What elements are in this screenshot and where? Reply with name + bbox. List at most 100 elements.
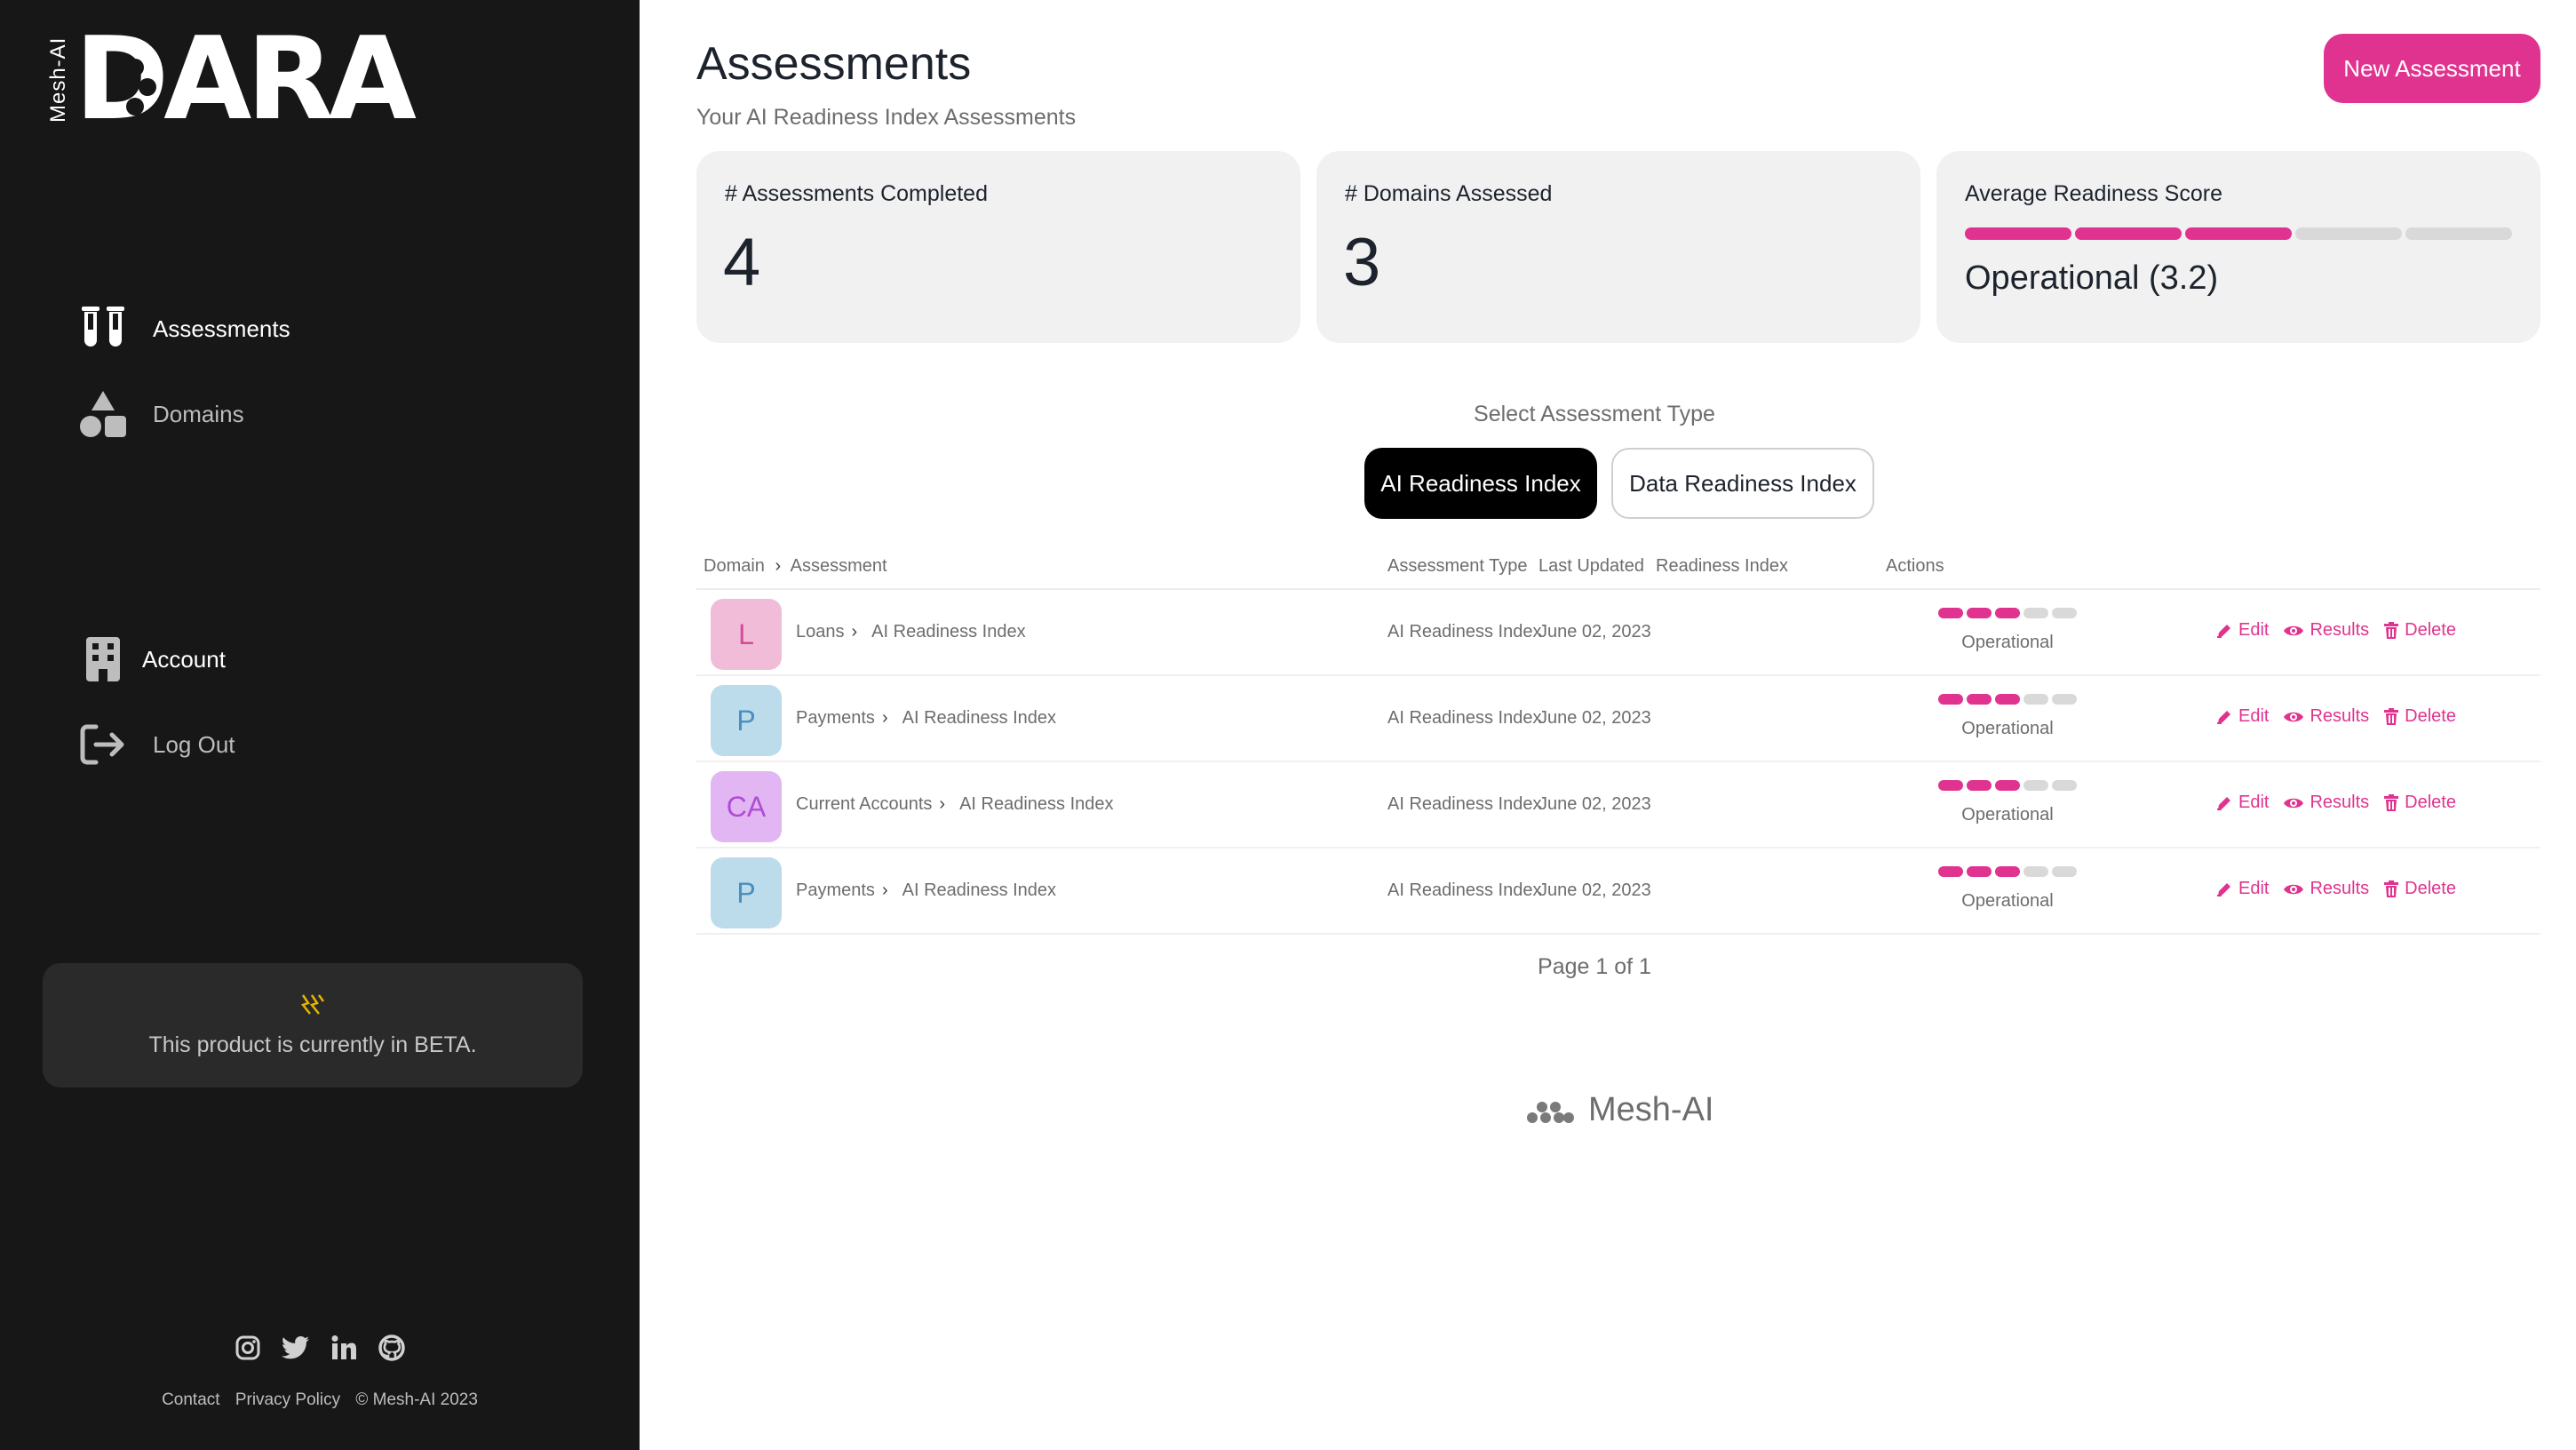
building-icon: [78, 634, 128, 684]
logo-wordmark-text: DARA: [75, 13, 417, 146]
pencil-icon: [2217, 882, 2230, 896]
page-title: Assessments: [696, 38, 972, 90]
results-button[interactable]: Results: [2283, 793, 2369, 813]
stat-value: Operational (3.2): [1965, 259, 2219, 297]
delete-label: Delete: [2405, 879, 2456, 898]
domain-name: Current Accounts: [796, 794, 933, 814]
beta-text: This product is currently in BETA.: [148, 1032, 477, 1057]
readiness-segment: [1967, 694, 1992, 705]
assessment-name: AI Readiness Index: [902, 880, 1057, 900]
domain-assessment-breadcrumb[interactable]: Payments › AI Readiness Index: [796, 880, 1056, 901]
delete-button[interactable]: Delete: [2383, 793, 2456, 813]
eye-icon: [2284, 798, 2304, 808]
readiness-bar: [1928, 866, 2087, 877]
score-segment: [2075, 227, 2182, 240]
readiness-segment: [2023, 866, 2048, 877]
readiness-segment: [1938, 694, 1963, 705]
readiness-segment: [1995, 780, 2020, 791]
readiness-bar: [1928, 694, 2087, 705]
stat-value: 4: [723, 225, 761, 300]
readiness-segment: [1967, 780, 1992, 791]
results-button[interactable]: Results: [2283, 879, 2369, 899]
new-assessment-button[interactable]: New Assessment: [2324, 34, 2540, 103]
table-row[interactable]: P Payments › AI Readiness Index AI Readiness…: [696, 676, 2540, 762]
column-header-actions: Actions: [1886, 556, 1944, 576]
delete-button[interactable]: Delete: [2383, 706, 2456, 727]
toggle-ai-readiness-index[interactable]: AI Readiness Index: [1364, 448, 1597, 519]
sidebar-item-assessments[interactable]: Assessments: [78, 304, 290, 354]
stat-card-assessments-completed: # Assessments Completed 4: [696, 151, 1300, 343]
table-row[interactable]: L Loans › AI Readiness Index AI Readiness In…: [696, 590, 2540, 676]
stat-label: # Domains Assessed: [1345, 181, 1553, 206]
readiness-segment: [2052, 866, 2077, 877]
domain-name: Loans: [796, 622, 845, 641]
github-icon[interactable]: [377, 1333, 407, 1363]
readiness-score-bar: [1965, 227, 2512, 240]
column-header-domain[interactable]: Domain › Assessment: [704, 556, 887, 577]
edit-label: Edit: [2238, 620, 2270, 640]
dara-logo[interactable]: Mesh-AI DARA: [46, 23, 417, 137]
sidebar-item-logout[interactable]: Log Out: [78, 720, 235, 769]
delete-button[interactable]: Delete: [2383, 620, 2456, 641]
sidebar-item-label: Account: [142, 645, 226, 673]
results-label: Results: [2310, 879, 2370, 898]
trash-icon: [2384, 793, 2399, 811]
twitter-icon[interactable]: [281, 1333, 311, 1363]
edit-button[interactable]: Edit: [2215, 793, 2269, 813]
sidebar: Mesh-AI DARA Assessments: [0, 0, 640, 1450]
column-header-type[interactable]: Assessment Type: [1387, 556, 1528, 576]
readiness-bar: [1928, 780, 2087, 791]
results-button[interactable]: Results: [2283, 620, 2369, 641]
toggle-data-readiness-index[interactable]: Data Readiness Index: [1611, 448, 1874, 519]
eye-icon: [2284, 625, 2304, 635]
row-actions: Edit Results Delete: [2215, 879, 2456, 899]
readiness-index: Operational: [1928, 780, 2087, 825]
edit-label: Edit: [2238, 793, 2270, 812]
eye-icon: [2284, 712, 2304, 721]
last-updated: June 02, 2023: [1538, 622, 1651, 641]
domain-avatar: L: [711, 599, 782, 670]
contact-link[interactable]: Contact: [162, 1390, 220, 1409]
sidebar-item-domains[interactable]: Domains: [78, 389, 244, 439]
edit-button[interactable]: Edit: [2215, 879, 2269, 899]
privacy-policy-link[interactable]: Privacy Policy: [235, 1390, 341, 1409]
delete-button[interactable]: Delete: [2383, 879, 2456, 899]
column-header-readiness[interactable]: Readiness Index: [1656, 556, 1788, 576]
pencil-icon: [2217, 796, 2230, 810]
readiness-label: Operational: [1961, 633, 2054, 652]
score-segment: [2185, 227, 2292, 240]
eye-icon: [2284, 884, 2304, 894]
instagram-icon[interactable]: [233, 1333, 263, 1363]
results-label: Results: [2310, 620, 2370, 640]
readiness-segment: [2023, 780, 2048, 791]
domain-avatar: P: [711, 685, 782, 756]
readiness-segment: [1995, 866, 2020, 877]
last-updated: June 02, 2023: [1538, 880, 1651, 900]
readiness-segment: [1995, 608, 2020, 618]
linkedin-icon[interactable]: [329, 1333, 359, 1363]
edit-label: Edit: [2238, 706, 2270, 726]
delete-label: Delete: [2405, 706, 2456, 726]
results-label: Results: [2310, 793, 2370, 812]
stat-label: Average Readiness Score: [1965, 181, 2222, 206]
edit-button[interactable]: Edit: [2215, 706, 2269, 727]
chevron-right-icon: ›: [939, 794, 946, 814]
edit-button[interactable]: Edit: [2215, 620, 2269, 641]
assessment-type: AI Readiness Index: [1387, 708, 1542, 728]
table-row[interactable]: CA Current Accounts › AI Readiness Index AI …: [696, 762, 2540, 848]
social-links: [233, 1333, 407, 1363]
last-updated: June 02, 2023: [1538, 794, 1651, 814]
sidebar-item-label: Domains: [153, 400, 244, 427]
trash-icon: [2384, 880, 2399, 897]
mesh-ai-wordmark: Mesh-AI: [1588, 1091, 1714, 1128]
column-header-updated[interactable]: Last Updated: [1538, 556, 1644, 576]
results-button[interactable]: Results: [2283, 706, 2369, 727]
table-row[interactable]: P Payments › AI Readiness Index AI Readiness…: [696, 848, 2540, 935]
readiness-segment: [2052, 694, 2077, 705]
domain-assessment-breadcrumb[interactable]: Payments › AI Readiness Index: [796, 708, 1056, 729]
readiness-segment: [1938, 608, 1963, 618]
sidebar-item-account[interactable]: Account: [78, 634, 226, 684]
domain-assessment-breadcrumb[interactable]: Loans › AI Readiness Index: [796, 622, 1026, 642]
domain-assessment-breadcrumb[interactable]: Current Accounts › AI Readiness Index: [796, 794, 1114, 815]
readiness-index: Operational: [1928, 694, 2087, 739]
